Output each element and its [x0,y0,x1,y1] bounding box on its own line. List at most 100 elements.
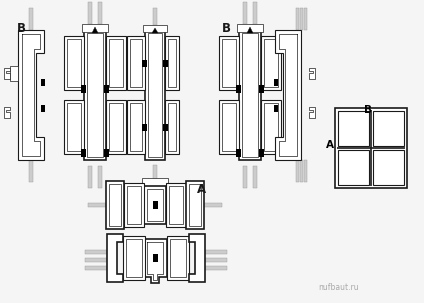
Bar [236,85,241,93]
Bar [204,203,222,207]
Bar [186,181,204,229]
Text: nufbaut.ru: nufbaut.ru [318,283,359,292]
Bar [127,36,145,90]
Bar [219,36,239,90]
Bar [243,2,247,24]
Bar [143,25,167,32]
Text: A: A [197,183,206,196]
Bar [148,33,162,157]
Polygon shape [247,27,253,33]
Bar [106,36,126,90]
Bar [142,60,147,67]
Bar [81,85,86,93]
Bar [130,103,142,151]
Bar [41,105,45,112]
Bar [130,39,142,87]
Bar [219,100,239,154]
Polygon shape [143,239,167,283]
Bar [261,100,281,154]
Bar [64,100,84,154]
Bar [147,189,163,221]
Bar [304,8,307,30]
Bar [109,184,121,226]
Bar [259,85,264,93]
Bar [163,124,168,131]
Polygon shape [309,68,315,79]
Bar [127,100,145,154]
Bar [236,149,241,157]
Polygon shape [152,28,158,33]
Text: B: B [364,105,372,115]
Bar [296,8,299,30]
Bar [104,85,109,93]
Bar [85,266,107,270]
Bar [169,186,183,224]
Bar [87,33,103,157]
Bar [144,186,166,224]
Bar [253,166,257,188]
Bar [165,100,179,154]
Bar [300,160,303,182]
Bar [88,203,106,207]
Bar [259,149,264,157]
Bar [126,239,142,277]
Bar [153,254,158,262]
Bar [274,79,278,86]
Bar [104,149,109,157]
Bar [253,2,257,24]
Bar [205,266,227,270]
Polygon shape [18,30,44,160]
Bar [205,250,227,254]
Bar [88,166,92,188]
Polygon shape [189,234,205,282]
Bar [41,79,45,86]
Bar [168,103,176,151]
Bar [373,150,404,185]
Polygon shape [275,30,301,160]
Bar [127,186,141,224]
Bar [242,33,258,157]
Bar [142,124,147,131]
Bar [300,8,303,30]
Bar [98,166,102,188]
Bar [222,103,236,151]
Bar [85,258,107,262]
Bar [153,201,158,209]
Bar [142,178,168,188]
Bar [264,103,278,151]
Bar [81,149,86,157]
Text: A: A [326,140,334,150]
Bar [84,30,106,160]
Bar [167,236,189,280]
Bar [109,39,123,87]
Bar [165,36,179,90]
Bar [170,239,186,277]
Bar [145,30,165,160]
Text: B: B [222,22,231,35]
Bar [123,236,145,280]
Bar [166,183,186,227]
Bar [189,184,201,226]
Bar [261,36,281,90]
Bar [67,103,81,151]
Polygon shape [4,107,10,118]
Bar [88,2,92,24]
Bar [85,250,107,254]
Bar [338,111,369,146]
Bar [264,39,278,87]
Bar [124,183,144,227]
Bar [163,60,168,67]
Polygon shape [4,68,10,79]
Bar [29,8,33,30]
Bar [296,160,299,182]
Bar [109,103,123,151]
Bar [237,24,263,32]
Polygon shape [107,234,123,282]
Bar [304,160,307,182]
Polygon shape [92,27,98,33]
Bar [205,258,227,262]
Bar [153,165,157,182]
Bar [106,100,126,154]
Bar [29,160,33,182]
Bar [153,8,157,25]
